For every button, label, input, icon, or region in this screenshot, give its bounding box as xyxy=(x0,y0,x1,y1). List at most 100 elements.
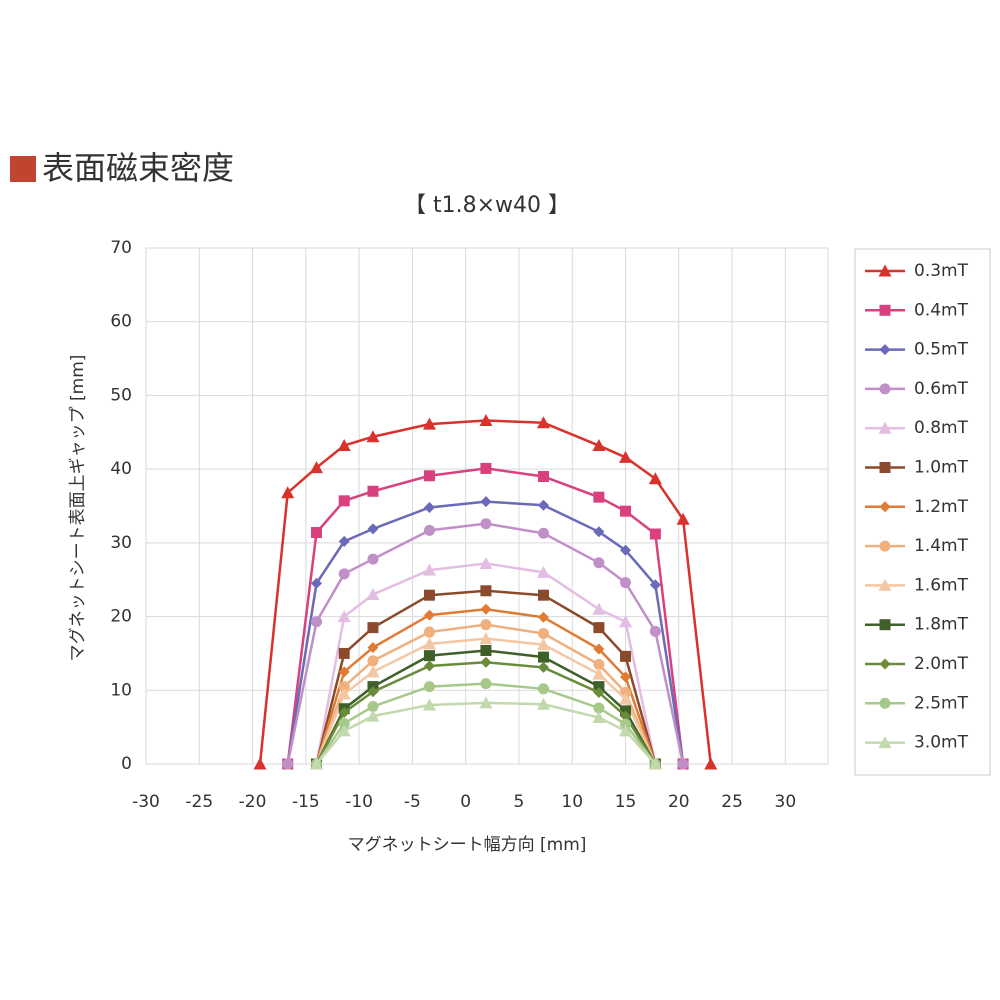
x-tick-label: -20 xyxy=(239,792,267,812)
data-point xyxy=(282,758,294,770)
data-point xyxy=(593,557,605,569)
data-point xyxy=(537,499,549,511)
y-tick-label: 50 xyxy=(110,385,132,405)
chart-title: 表面磁束密度 xyxy=(42,149,234,187)
data-point xyxy=(593,681,605,693)
x-tick-label: 0 xyxy=(460,792,471,812)
legend-marker xyxy=(879,344,891,356)
y-tick-label: 30 xyxy=(110,533,132,553)
data-point xyxy=(367,622,379,634)
legend-label: 2.5mT xyxy=(914,693,969,713)
legend-label: 0.5mT xyxy=(914,340,969,360)
data-point xyxy=(704,757,718,770)
data-point xyxy=(620,505,632,517)
data-point xyxy=(536,416,550,429)
data-point xyxy=(619,692,633,705)
data-point xyxy=(310,757,323,770)
data-point xyxy=(537,683,549,695)
data-point xyxy=(480,518,492,530)
legend-box xyxy=(854,248,991,776)
legend-marker xyxy=(879,540,891,552)
data-point xyxy=(338,495,350,507)
data-point xyxy=(422,698,436,711)
legend-marker xyxy=(879,658,891,670)
legend-label: 3.0mT xyxy=(914,733,969,753)
data-point xyxy=(480,619,492,631)
data-point xyxy=(480,585,492,597)
y-axis-label: マグネットシート表面上ギャップ [mm] xyxy=(68,355,88,662)
data-point xyxy=(592,602,606,615)
x-tick-label: 15 xyxy=(615,792,637,812)
data-point xyxy=(479,413,493,426)
data-point xyxy=(620,718,632,730)
legend-label: 1.4mT xyxy=(914,536,969,556)
y-tick-label: 60 xyxy=(110,312,132,332)
data-point xyxy=(338,717,350,729)
data-point xyxy=(620,577,632,589)
data-point xyxy=(311,577,322,589)
data-point xyxy=(480,603,492,615)
data-point xyxy=(536,565,550,578)
data-point xyxy=(366,587,380,600)
x-tick-label: -15 xyxy=(292,792,320,812)
data-point xyxy=(367,686,379,698)
data-point xyxy=(422,563,436,576)
data-point xyxy=(619,724,633,737)
data-point xyxy=(311,616,322,628)
data-point xyxy=(648,757,662,770)
data-point xyxy=(337,610,351,623)
legend-marker xyxy=(878,421,892,434)
data-point xyxy=(619,450,633,463)
y-tick-label: 70 xyxy=(110,238,132,258)
x-tick-label: 30 xyxy=(775,792,797,812)
data-point xyxy=(537,628,549,640)
data-point xyxy=(422,637,436,650)
legend-marker xyxy=(879,304,891,316)
legend-label: 0.8mT xyxy=(914,418,969,438)
y-tick-label: 40 xyxy=(110,459,132,479)
data-point xyxy=(367,655,379,667)
data-point xyxy=(620,544,632,556)
x-tick-label: -25 xyxy=(185,792,213,812)
data-point xyxy=(593,702,605,714)
data-point xyxy=(619,615,633,628)
legend-label: 1.8mT xyxy=(914,615,969,635)
chart-subtitle: 【 t1.8×w40 】 xyxy=(404,193,570,218)
data-point xyxy=(537,661,549,673)
legend-marker xyxy=(879,383,891,395)
legend-marker xyxy=(878,264,892,277)
data-point xyxy=(536,638,550,651)
data-point xyxy=(338,568,350,580)
legend-marker xyxy=(879,619,891,631)
data-point xyxy=(480,644,492,656)
data-point xyxy=(423,589,435,601)
data-point xyxy=(479,696,493,709)
legend-label: 0.4mT xyxy=(914,300,969,320)
data-point xyxy=(593,526,605,538)
legend-label: 1.6mT xyxy=(914,575,969,595)
legend-label: 1.2mT xyxy=(914,497,969,517)
data-point xyxy=(620,671,632,683)
data-point xyxy=(648,472,662,485)
y-tick-label: 0 xyxy=(121,754,132,774)
data-point xyxy=(676,512,690,525)
data-point xyxy=(337,687,351,700)
data-point xyxy=(337,724,351,737)
data-point xyxy=(537,651,549,663)
data-point xyxy=(367,485,379,497)
data-point xyxy=(480,496,492,508)
data-point xyxy=(480,656,492,668)
data-point xyxy=(423,524,435,536)
data-point xyxy=(537,611,549,623)
data-point xyxy=(536,697,550,710)
legend-label: 1.0mT xyxy=(914,458,969,478)
data-point xyxy=(366,430,380,443)
data-point xyxy=(593,658,605,670)
y-tick-label: 10 xyxy=(110,680,132,700)
data-point xyxy=(281,486,295,499)
x-axis-label: マグネットシート幅方向 [mm] xyxy=(348,835,587,855)
x-tick-label: 25 xyxy=(721,792,743,812)
data-point xyxy=(422,417,436,430)
data-point xyxy=(592,667,606,680)
